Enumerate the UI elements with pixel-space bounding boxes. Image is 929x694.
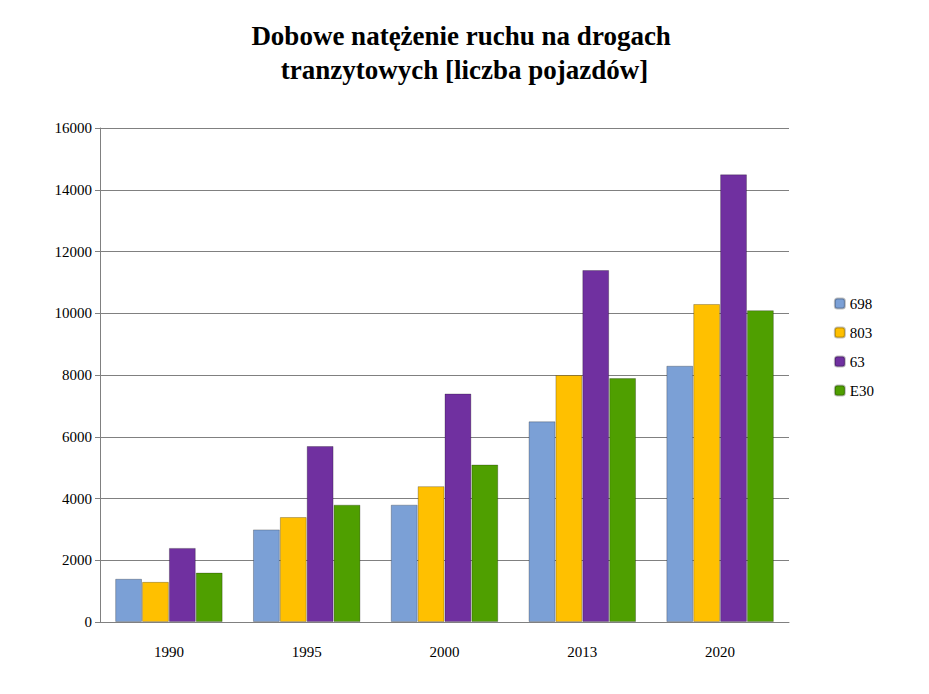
svg-text:Dobowe natężenie ruchu na drog: Dobowe natężenie ruchu na drogach <box>251 21 677 51</box>
svg-text:1990: 1990 <box>154 644 184 660</box>
svg-text:16000: 16000 <box>55 120 93 136</box>
svg-text:698: 698 <box>850 296 873 312</box>
svg-text:2000: 2000 <box>430 644 460 660</box>
svg-text:803: 803 <box>850 325 873 341</box>
svg-text:E30: E30 <box>850 383 874 399</box>
svg-text:14000: 14000 <box>55 182 93 198</box>
svg-text:0: 0 <box>85 614 93 630</box>
svg-text:2000: 2000 <box>62 552 92 568</box>
svg-text:tranzytowych [liczba pojazdów]: tranzytowych [liczba pojazdów] <box>281 55 648 85</box>
svg-text:12000: 12000 <box>55 244 93 260</box>
svg-text:8000: 8000 <box>62 367 92 383</box>
svg-text:2020: 2020 <box>705 644 735 660</box>
svg-text:1995: 1995 <box>292 644 322 660</box>
svg-text:2013: 2013 <box>567 644 597 660</box>
svg-text:4000: 4000 <box>62 491 92 507</box>
svg-text:63: 63 <box>850 354 865 370</box>
svg-text:6000: 6000 <box>62 429 92 445</box>
svg-text:10000: 10000 <box>55 305 93 321</box>
